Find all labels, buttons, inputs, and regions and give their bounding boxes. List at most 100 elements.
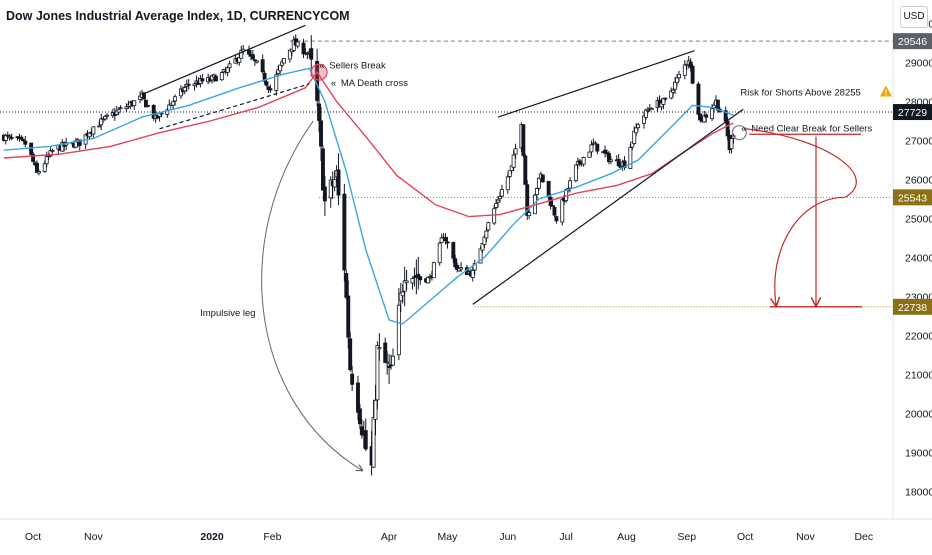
- candle-body: [675, 77, 680, 84]
- candle-body: [546, 180, 551, 197]
- candle-body: [260, 59, 265, 73]
- candle-body: [494, 203, 499, 208]
- candle-body: [77, 139, 82, 146]
- y-tick-label: 18000: [905, 487, 932, 499]
- candle-body: [587, 151, 592, 158]
- warning-icon-glyph: !: [885, 89, 888, 98]
- candle-body: [608, 159, 613, 162]
- candle-body: [550, 205, 555, 207]
- trendline[interactable]: [159, 83, 310, 130]
- candle-body: [472, 263, 477, 271]
- candle-body: [105, 114, 109, 117]
- candle-body: [498, 196, 502, 200]
- price-label-text: 22738: [898, 302, 927, 314]
- candle-body: [673, 81, 678, 90]
- x-tick-label: May: [438, 531, 459, 543]
- moving-average-fast[interactable]: [3, 67, 734, 325]
- candle-body: [523, 155, 528, 185]
- candle-body: [305, 53, 310, 55]
- candle-body: [725, 120, 730, 137]
- candle-body: [373, 399, 378, 420]
- y-tick-label: 27000: [905, 135, 932, 147]
- candle-body: [486, 222, 491, 231]
- x-tick-label: Sep: [677, 531, 696, 543]
- candle-body: [729, 138, 734, 150]
- candle-body: [132, 100, 137, 107]
- trendline[interactable]: [143, 24, 306, 95]
- candle-body: [282, 58, 287, 64]
- chart-title: Dow Jones Industrial Average Index, 1D, …: [6, 9, 350, 23]
- candle-body: [677, 73, 681, 79]
- candle-body: [536, 177, 541, 189]
- candle-body: [186, 83, 191, 86]
- candle-body: [7, 135, 12, 138]
- candle-body: [262, 72, 267, 82]
- candle-body: [589, 144, 594, 153]
- break-marker[interactable]: [731, 125, 747, 141]
- candle-body: [704, 114, 709, 118]
- annotation-need-clear-break-chevron-icon: «: [741, 124, 746, 135]
- candle-body: [387, 366, 392, 368]
- candle-body: [274, 74, 279, 91]
- x-tick-label: Dec: [854, 531, 873, 543]
- currency-button[interactable]: USD: [900, 6, 928, 28]
- candle-body: [357, 408, 362, 425]
- candle-body: [103, 115, 108, 120]
- candle-body: [36, 171, 41, 174]
- y-tick-label: 24000: [905, 253, 932, 265]
- trendline[interactable]: [497, 50, 695, 118]
- candle-body: [521, 124, 526, 156]
- candle-body: [445, 241, 450, 244]
- candle-body: [383, 342, 388, 363]
- candle-body: [548, 196, 553, 207]
- candle-body: [241, 48, 246, 52]
- x-tick-label: Nov: [84, 531, 103, 543]
- x-tick-label: Aug: [617, 531, 636, 543]
- candle-body: [573, 164, 578, 182]
- candle-body: [671, 89, 676, 93]
- candle-body: [319, 120, 323, 147]
- candle-body: [616, 158, 621, 167]
- annotation-risk-shorts: Risk for Shorts Above 28255: [740, 88, 860, 99]
- candle-body: [649, 107, 654, 111]
- annotation-need-clear-break: Need Clear Break for Sellers: [751, 124, 872, 135]
- candle-body: [250, 54, 255, 60]
- candle-body: [322, 186, 327, 202]
- candle-body: [159, 112, 164, 115]
- candle-body: [484, 230, 489, 239]
- candle-body: [192, 83, 197, 87]
- price-label-badge: [893, 104, 932, 121]
- projection-path-arrow[interactable]: [745, 128, 857, 305]
- trendline[interactable]: [472, 108, 744, 305]
- candle-body: [628, 147, 633, 169]
- candle-body: [595, 143, 600, 152]
- impulsive-leg-arrow[interactable]: [261, 120, 362, 470]
- y-tick-label: 22000: [905, 331, 932, 343]
- candle-body: [171, 101, 176, 106]
- moving-average-slow[interactable]: [3, 70, 734, 218]
- price-label-text: 25543: [898, 192, 927, 204]
- x-tick-label: Nov: [796, 531, 815, 543]
- candle-body: [696, 83, 701, 115]
- y-tick-label: 19000: [905, 448, 932, 460]
- candle-body: [371, 416, 376, 468]
- candle-body: [342, 193, 347, 271]
- price-label-badge: [893, 189, 932, 206]
- candle-body: [247, 50, 251, 55]
- annotation-sellers-break-chevron-icon: «: [319, 60, 324, 71]
- candle-body: [21, 139, 26, 142]
- candle-body: [97, 125, 102, 128]
- candle-body: [451, 242, 456, 259]
- candle-body: [142, 92, 146, 100]
- candle-body: [645, 109, 650, 112]
- y-tick-label: 21000: [905, 370, 932, 382]
- candle-body: [618, 166, 623, 169]
- candle-body: [470, 270, 475, 278]
- death-cross-marker[interactable]: [310, 63, 328, 81]
- candle-body: [19, 136, 24, 140]
- candle-body: [560, 199, 565, 223]
- annotation-ma-death-cross-chevron-icon: «: [331, 78, 336, 89]
- candle-body: [348, 338, 353, 371]
